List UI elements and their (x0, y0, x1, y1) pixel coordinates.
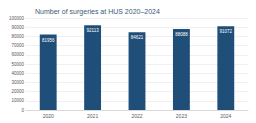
svg-text:2021: 2021 (87, 113, 98, 119)
svg-text:91072: 91072 (220, 29, 233, 34)
svg-text:90000: 90000 (11, 25, 24, 30)
svg-text:81956: 81956 (42, 38, 55, 43)
svg-text:100000: 100000 (9, 16, 25, 21)
svg-text:40000: 40000 (11, 71, 24, 76)
svg-text:30000: 30000 (11, 80, 24, 85)
svg-text:2023: 2023 (176, 113, 187, 119)
svg-text:92113: 92113 (87, 28, 100, 33)
svg-text:60000: 60000 (11, 52, 24, 57)
svg-text:2024: 2024 (220, 113, 231, 119)
svg-text:84621: 84621 (131, 35, 144, 40)
svg-text:0: 0 (21, 108, 24, 113)
svg-text:2022: 2022 (131, 113, 142, 119)
svg-text:88088: 88088 (175, 32, 188, 37)
svg-text:70000: 70000 (11, 43, 24, 48)
svg-text:20000: 20000 (11, 89, 24, 94)
svg-text:10000: 10000 (11, 98, 24, 103)
svg-text:50000: 50000 (11, 62, 24, 67)
svg-text:2020: 2020 (43, 113, 54, 119)
svg-text:Number of surgeries at HUS 202: Number of surgeries at HUS 2020–2024 (35, 8, 160, 16)
svg-text:80000: 80000 (11, 34, 24, 39)
